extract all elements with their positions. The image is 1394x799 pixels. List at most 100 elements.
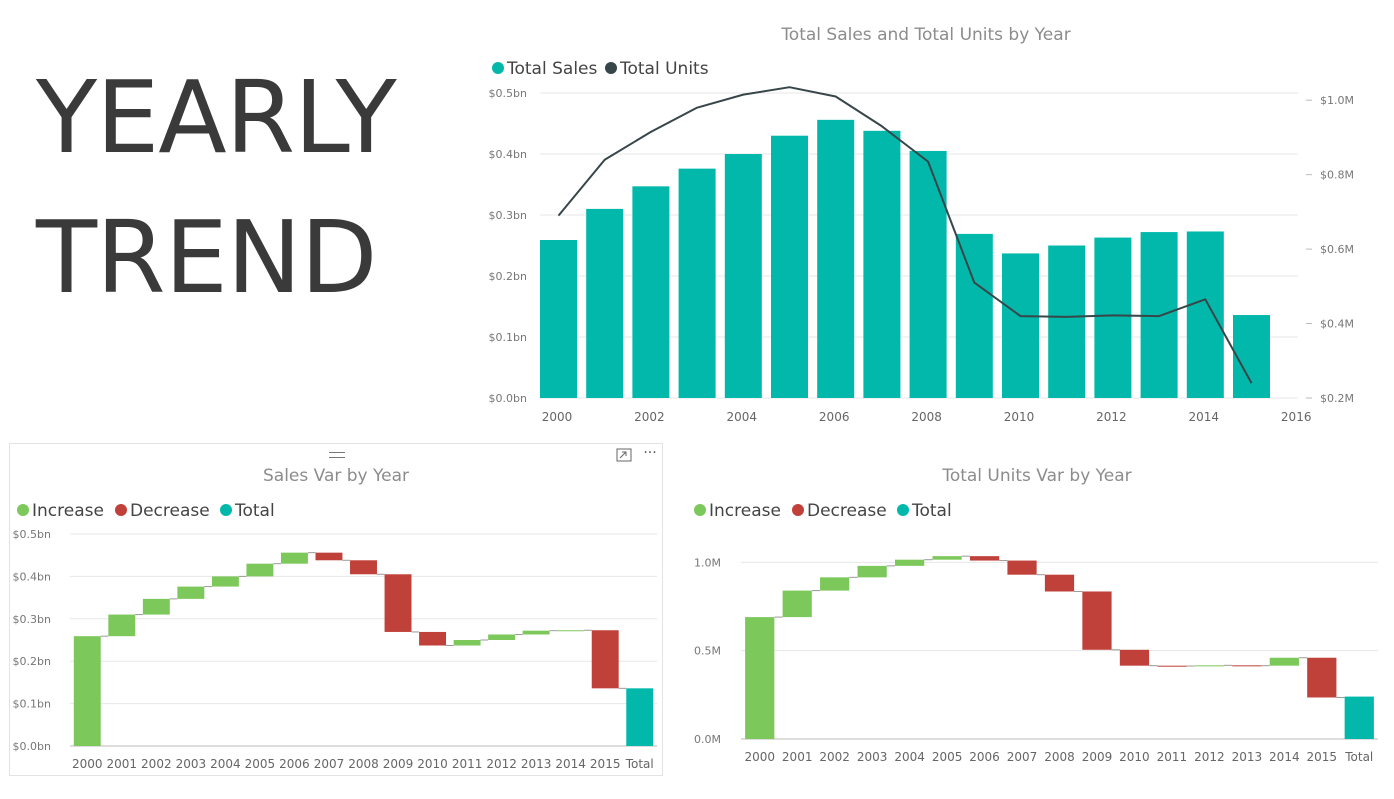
- x-tick-label: 2007: [1007, 750, 1038, 764]
- x-tick-label: 2012: [1096, 410, 1127, 424]
- x-tick-label: 2002: [141, 757, 172, 771]
- waterfall-bar-2009: [384, 574, 412, 632]
- legend-marker-total: [220, 504, 232, 516]
- bar-total-sales-2012: [1094, 237, 1132, 398]
- focus-mode-icon[interactable]: [616, 448, 632, 462]
- bar-total-sales-2011: [1048, 245, 1086, 398]
- x-tick-label: 2006: [279, 757, 310, 771]
- waterfall-bar-2014: [1269, 657, 1299, 666]
- x-tick-label: 2015: [1307, 750, 1338, 764]
- chart-title: Sales Var by Year: [263, 466, 409, 486]
- units-var-chart: Total Units Var by Year Increase Decrease T…: [694, 466, 1378, 764]
- waterfall-bar-2013: [1232, 665, 1262, 667]
- legend-label-decrease: Decrease: [807, 501, 887, 521]
- waterfall-bar-2011: [1157, 665, 1187, 667]
- x-tick-label: 2010: [1119, 750, 1150, 764]
- bar-total-sales-2006: [817, 119, 855, 398]
- waterfall-bar-2004: [211, 576, 239, 587]
- waterfall-bar-2006: [969, 556, 1000, 561]
- legend-marker-increase: [17, 504, 29, 516]
- legend-marker-total: [897, 504, 909, 516]
- legend-marker-decrease: [115, 504, 127, 516]
- y2-tick-label: $0.2M: [1320, 392, 1354, 405]
- bar-total-sales-2014: [1186, 231, 1224, 398]
- bar-total-sales-2004: [724, 154, 762, 398]
- waterfall-bar-2003: [857, 565, 887, 578]
- x-tick-label: 2008: [348, 757, 379, 771]
- waterfall-bar-2009: [1082, 591, 1112, 650]
- line-total-units: [557, 86, 1253, 384]
- bar-total-sales-2008: [909, 150, 947, 398]
- bar-total-sales-2005: [771, 135, 808, 398]
- x-tick-label: 2003: [857, 750, 888, 764]
- x-tick-label: 2012: [1194, 750, 1225, 764]
- headline-line-1: YEARLY: [36, 59, 397, 176]
- x-tick-label: 2014: [555, 757, 586, 771]
- waterfall-bar-2005: [932, 556, 962, 560]
- x-tick-label: 2001: [782, 750, 813, 764]
- x-tick-label: 2000: [542, 410, 573, 424]
- y-tick-label: 1.0M: [694, 556, 721, 569]
- x-tick-label: 2002: [634, 410, 665, 424]
- y-tick-label: $0.4bn: [489, 148, 527, 161]
- x-tick-label: 2009: [1082, 750, 1113, 764]
- waterfall-bar-total: [626, 688, 654, 746]
- x-tick-label: 2000: [744, 750, 775, 764]
- headline-line-2: TREND: [36, 199, 378, 316]
- x-tick-label: 2000: [72, 757, 103, 771]
- legend-marker-increase: [694, 504, 706, 516]
- x-tick-label: Total: [625, 757, 654, 771]
- y-tick-label: $0.5bn: [13, 528, 51, 541]
- bar-total-sales-2009: [955, 233, 993, 398]
- waterfall-bar-2008: [350, 560, 377, 575]
- y-tick-label: $0.3bn: [489, 209, 527, 222]
- waterfall-bar-2013: [522, 630, 550, 635]
- legend-marker-total-units: [605, 62, 617, 74]
- x-tick-label: 2005: [245, 757, 276, 771]
- sales-units-chart-panel[interactable]: Total Sales and Total Units by Year Total…: [470, 10, 1390, 435]
- more-options-icon[interactable]: ···: [643, 445, 657, 461]
- x-tick-label: 2004: [210, 757, 241, 771]
- bar-total-sales-2003: [678, 168, 716, 398]
- waterfall-bar-2002: [142, 598, 170, 615]
- bar-total-sales-2001: [586, 208, 624, 398]
- x-tick-label: 2002: [819, 750, 850, 764]
- sales-var-chart: Sales Var by Year Increase Decrease Total $0…: [13, 466, 657, 771]
- waterfall-bar-2014: [557, 630, 585, 632]
- x-tick-label: 2001: [107, 757, 138, 771]
- y-tick-label: 0.5M: [694, 645, 721, 658]
- legend-label-total-sales: Total Sales: [506, 59, 597, 79]
- y-tick-label: $0.1bn: [489, 331, 527, 344]
- bar-total-sales-2002: [632, 186, 670, 398]
- x-tick-label: 2016: [1281, 410, 1312, 424]
- sales-var-chart-panel[interactable]: ··· Sales Var by Year Increase Decrease Tot…: [9, 443, 663, 776]
- drag-handle[interactable]: [329, 452, 345, 458]
- chart-title: Total Units Var by Year: [941, 466, 1131, 486]
- waterfall-bar-2003: [177, 586, 205, 599]
- waterfall-bar-2000: [745, 617, 775, 739]
- x-tick-label: 2003: [176, 757, 207, 771]
- y-tick-label: $0.1bn: [13, 698, 51, 711]
- y-tick-label: $0.0bn: [13, 740, 51, 753]
- x-tick-label: 2009: [383, 757, 414, 771]
- waterfall-bar-2010: [1119, 649, 1150, 666]
- x-tick-label: 2011: [452, 757, 483, 771]
- legend-marker-total-sales: [492, 62, 504, 74]
- waterfall-bar-2005: [246, 563, 274, 577]
- y2-tick-label: $0.6M: [1320, 243, 1354, 256]
- y2-tick-label: $1.0M: [1320, 94, 1354, 107]
- y2-tick-label: $0.4M: [1320, 318, 1354, 331]
- x-tick-label: 2008: [1044, 750, 1075, 764]
- x-tick-label: Total: [1344, 750, 1373, 764]
- sales-units-chart: Total Sales and Total Units by Year Total…: [489, 25, 1354, 424]
- waterfall-bar-2001: [108, 614, 136, 637]
- x-tick-label: 2010: [417, 757, 448, 771]
- waterfall-bar-2010: [419, 631, 447, 646]
- x-tick-label: 2012: [486, 757, 517, 771]
- units-var-chart-panel[interactable]: Total Units Var by Year Increase Decrease T…: [688, 443, 1388, 783]
- x-tick-label: 2015: [590, 757, 621, 771]
- x-tick-label: 2006: [969, 750, 1000, 764]
- waterfall-bar-2012: [1194, 665, 1224, 667]
- x-tick-label: 2004: [727, 410, 758, 424]
- x-tick-label: 2013: [521, 757, 552, 771]
